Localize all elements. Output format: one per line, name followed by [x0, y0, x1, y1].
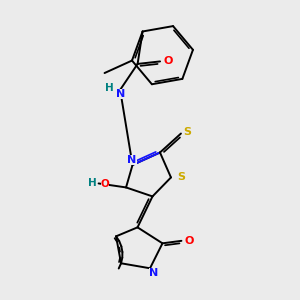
- Text: O: O: [164, 56, 173, 66]
- Text: S: S: [183, 127, 191, 136]
- Text: H: H: [88, 178, 97, 188]
- Text: N: N: [149, 268, 158, 278]
- Text: H: H: [105, 83, 114, 93]
- Text: O: O: [185, 236, 194, 246]
- Text: S: S: [177, 172, 185, 182]
- Text: N: N: [116, 89, 125, 99]
- Text: O: O: [100, 179, 109, 189]
- Text: N: N: [128, 155, 137, 165]
